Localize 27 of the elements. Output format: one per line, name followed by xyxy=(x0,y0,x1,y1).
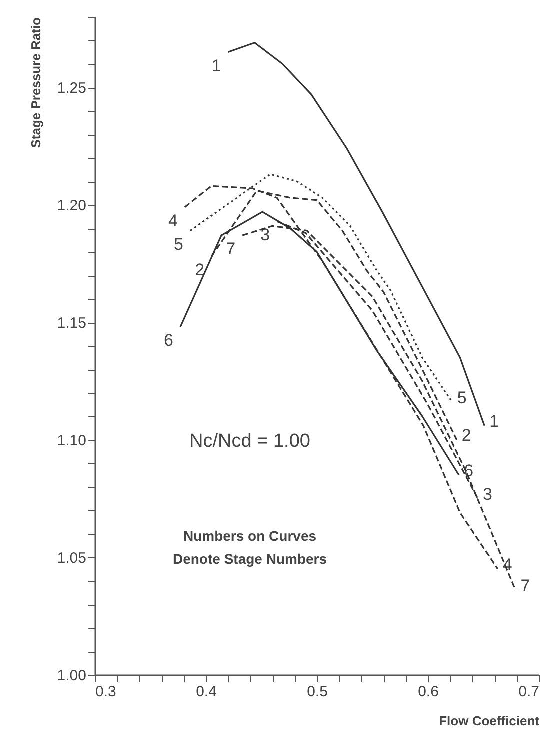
text: 1 xyxy=(212,56,222,76)
annotation: Nc/Ncd = 1.00 xyxy=(190,431,310,452)
text: 4 xyxy=(168,211,178,230)
series-label: 1 xyxy=(490,412,500,431)
text: 5 xyxy=(174,234,184,254)
x-axis-title: Flow Coefficient xyxy=(439,714,540,728)
y-tick-label: 1.10 xyxy=(57,432,86,450)
series-label: 2 xyxy=(462,426,472,445)
x-tick-label: 0.7 xyxy=(518,684,540,700)
series-label: 5 xyxy=(457,388,467,408)
x-tick-label: 0.3 xyxy=(96,684,116,700)
annotation: Numbers on Curves Denote Stage Numbers xyxy=(172,528,328,567)
y-tick-label: 1.05 xyxy=(57,550,86,567)
x-tick-label: 0.4 xyxy=(196,684,217,700)
text: 6 xyxy=(164,331,174,350)
text: 7 xyxy=(226,240,236,259)
x-tick-label: 0.6 xyxy=(418,684,439,700)
y-tick-label: 1.25 xyxy=(57,80,86,97)
series-label: 7 xyxy=(520,576,530,596)
text: 3 xyxy=(260,225,270,244)
x-tick-label: 0.5 xyxy=(307,684,328,700)
text: 2 xyxy=(195,260,205,280)
series-label: 3 xyxy=(482,484,492,504)
y-tick-label: 1.15 xyxy=(57,315,86,332)
y-tick-label: 1.00 xyxy=(57,668,86,684)
y-axis-title: Stage Pressure Ratio xyxy=(28,17,44,148)
y-tick-label: 1.20 xyxy=(57,198,86,214)
